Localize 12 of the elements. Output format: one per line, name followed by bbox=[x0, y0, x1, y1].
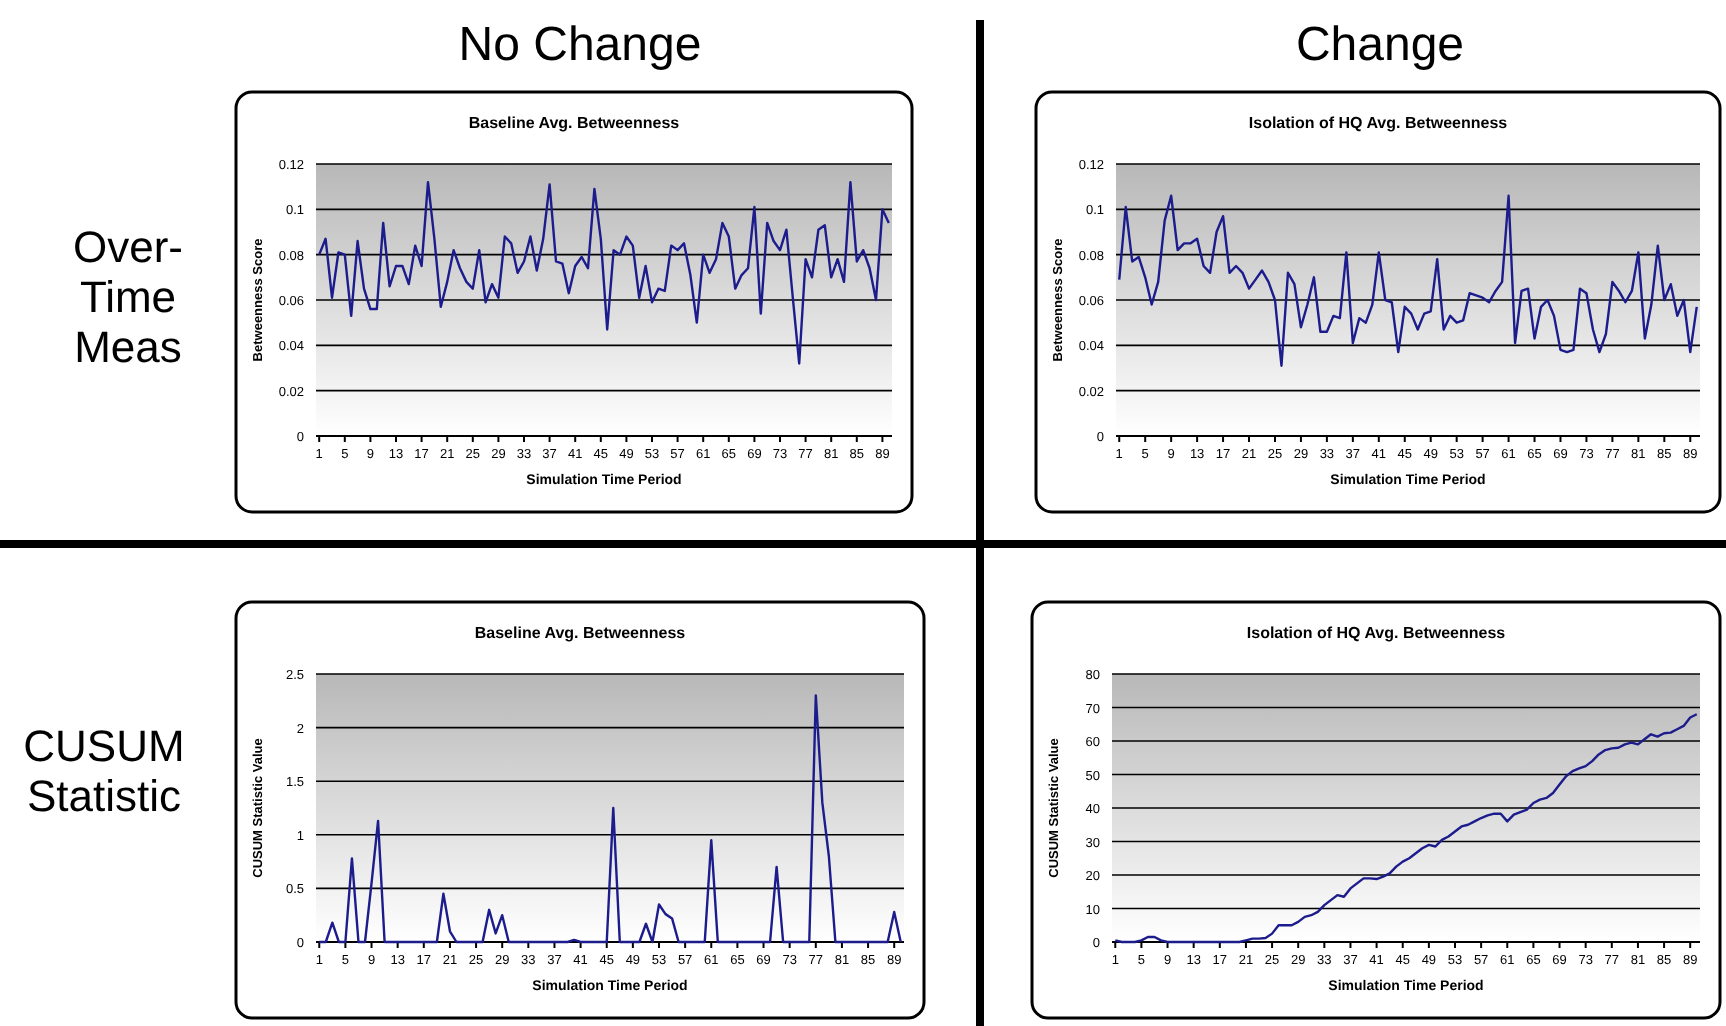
text: Change bbox=[1295, 18, 1465, 72]
text: No Change bbox=[458, 18, 702, 72]
line-series bbox=[318, 694, 902, 944]
chart-title: Isolation of HQ Avg. Betweenness bbox=[1246, 624, 1507, 642]
line-series bbox=[1114, 713, 1698, 944]
chart-title: Baseline Avg. Betweenness bbox=[468, 114, 681, 132]
chart-title: Baseline Avg. Betweenness bbox=[474, 624, 687, 642]
text: Over-Time Meas bbox=[73, 222, 183, 372]
line-series bbox=[318, 180, 890, 365]
chart-title: Isolation of HQ Avg. Betweenness bbox=[1248, 114, 1509, 132]
text: CUSUM Statistic bbox=[23, 721, 185, 821]
line-series bbox=[1118, 194, 1698, 367]
